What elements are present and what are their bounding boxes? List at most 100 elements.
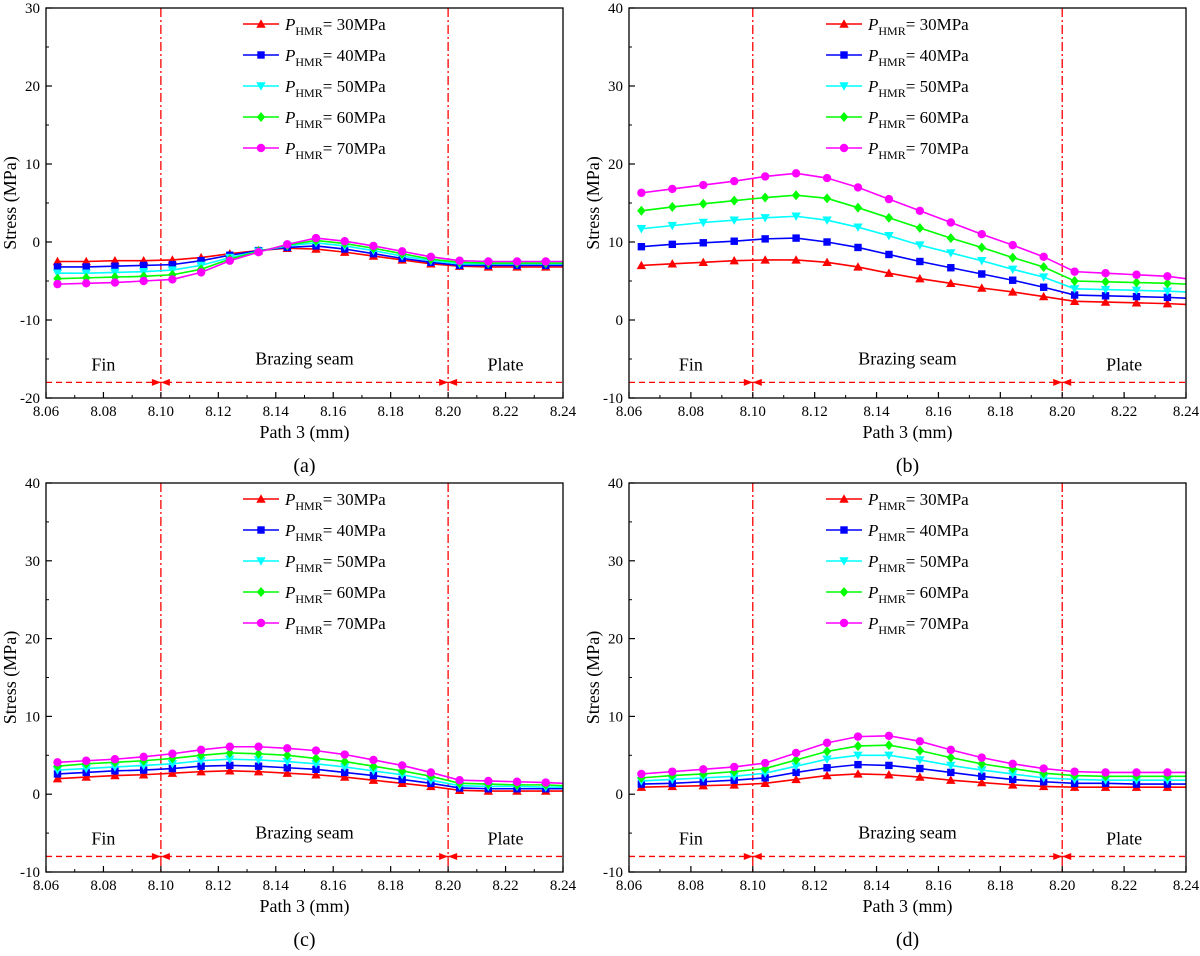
data-point — [884, 268, 894, 277]
data-point — [1069, 296, 1080, 305]
data-point — [225, 256, 235, 265]
legend-subscript: HMR — [295, 561, 322, 575]
data-point — [977, 758, 986, 769]
legend-value: = 60MPa — [323, 108, 386, 127]
data-point — [760, 255, 770, 264]
legend-subscript: HMR — [295, 592, 322, 606]
legend-value: = 30MPa — [323, 490, 386, 509]
x-tick-label: 8.10 — [148, 878, 174, 894]
data-point — [397, 761, 407, 770]
x-tick-label: 8.08 — [678, 878, 704, 894]
data-point — [1039, 252, 1048, 262]
data-point — [729, 772, 739, 782]
data-point — [915, 745, 925, 756]
legend-marker — [839, 112, 849, 122]
data-point — [916, 257, 924, 266]
data-point — [822, 738, 832, 748]
data-point — [730, 195, 739, 206]
legend-entry-label: PHMR= 60MPa — [284, 108, 386, 131]
region-arrowhead — [743, 378, 753, 386]
x-axis-label: Path 3 (mm) — [863, 896, 953, 917]
data-point — [1008, 240, 1017, 250]
x-tick-label: 8.16 — [925, 404, 952, 420]
legend-entry-label: PHMR= 40MPa — [867, 46, 969, 69]
data-point — [81, 764, 91, 774]
data-point — [1070, 267, 1079, 276]
series-group — [52, 742, 564, 795]
legend-p: P — [867, 46, 878, 65]
data-point — [312, 765, 320, 774]
data-point — [884, 740, 894, 751]
data-point — [138, 770, 149, 779]
data-point — [81, 772, 91, 781]
legend-entry-label: PHMR= 30MPa — [284, 15, 386, 38]
data-point — [82, 756, 91, 765]
x-tick-label: 8.16 — [320, 878, 347, 894]
data-point — [978, 270, 986, 278]
data-point — [1163, 278, 1172, 289]
data-point — [853, 262, 863, 271]
data-point — [541, 257, 550, 266]
region-arrowhead — [1053, 378, 1063, 386]
data-point — [699, 239, 707, 247]
x-tick-label: 8.18 — [378, 404, 404, 420]
data-point — [311, 760, 321, 769]
data-point — [946, 218, 956, 227]
legend-value: = 30MPa — [906, 15, 969, 34]
data-point — [197, 762, 205, 770]
data-point — [167, 768, 178, 777]
data-point — [225, 747, 235, 758]
data-point — [699, 198, 708, 209]
x-tick-label: 8.12 — [205, 404, 231, 420]
data-point — [168, 749, 177, 758]
data-point — [760, 769, 770, 778]
legend-p: P — [867, 108, 878, 127]
legend-subscript: HMR — [878, 499, 905, 513]
data-point — [1069, 285, 1080, 294]
legend-marker — [256, 82, 266, 91]
x-tick-label: 8.08 — [90, 404, 116, 420]
data-point — [791, 190, 801, 201]
data-point — [512, 777, 522, 786]
legend-value: = 60MPa — [906, 108, 969, 127]
data-point — [369, 755, 378, 765]
legend-p: P — [867, 583, 878, 602]
x-tick-label: 8.22 — [492, 404, 518, 420]
region-arrowhead — [448, 378, 458, 386]
y-tick-label: 0 — [33, 235, 41, 251]
region-arrowhead — [448, 852, 458, 860]
data-point — [1008, 265, 1018, 274]
data-point — [340, 756, 349, 767]
legend-entry-label: PHMR= 60MPa — [867, 583, 969, 606]
y-axis-label: Stress (MPa) — [0, 156, 21, 250]
data-point — [823, 764, 831, 772]
data-point — [340, 763, 350, 772]
y-axis-label: Stress (MPa) — [583, 156, 604, 250]
data-point — [110, 763, 120, 772]
region-label-fin: Fin — [91, 354, 115, 374]
y-tick-label: 30 — [25, 554, 40, 570]
legend-p: P — [867, 552, 878, 571]
data-point — [82, 279, 91, 288]
data-point — [636, 260, 647, 270]
legend-subscript: HMR — [295, 499, 322, 513]
legend-entry-label: PHMR= 70MPa — [284, 614, 386, 637]
x-tick-label: 8.20 — [1049, 878, 1075, 894]
data-point — [1038, 781, 1049, 791]
data-point — [699, 180, 708, 190]
legend-entry-label: PHMR= 30MPa — [867, 15, 969, 38]
x-tick-label: 8.16 — [320, 404, 347, 420]
legend-marker — [840, 51, 848, 59]
data-point — [730, 237, 738, 245]
data-point — [110, 278, 120, 287]
legend-value: = 40MPa — [906, 46, 969, 65]
data-point — [729, 256, 739, 265]
legend-entry-label: PHMR= 70MPa — [867, 614, 969, 637]
legend-subscript: HMR — [878, 24, 905, 38]
data-point — [730, 766, 739, 777]
legend-marker — [839, 19, 849, 28]
data-point — [397, 247, 407, 256]
x-tick-label: 8.12 — [802, 404, 828, 420]
